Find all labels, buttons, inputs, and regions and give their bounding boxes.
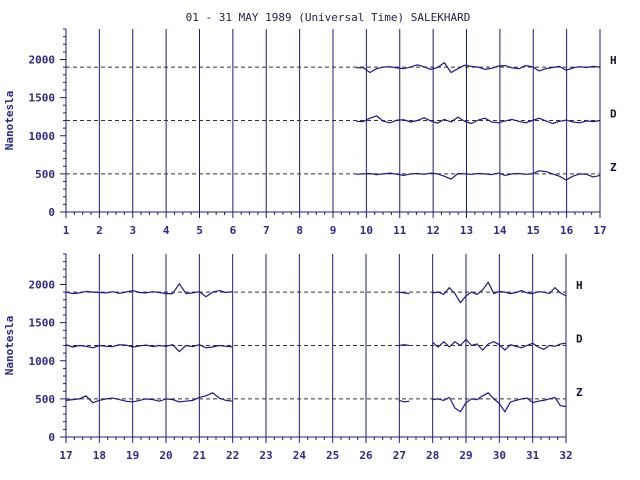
- trace-Z: [65, 392, 233, 404]
- x-tick-label: 8: [296, 224, 303, 237]
- y-tick-label: 1500: [29, 317, 56, 330]
- component-label-Z: Z: [610, 161, 617, 174]
- y-axis-label: Nanotesla: [3, 91, 16, 151]
- x-tick-label: 26: [359, 449, 373, 462]
- x-tick-label: 10: [360, 224, 373, 237]
- component-label-D: D: [610, 108, 617, 121]
- y-tick-label: 1000: [29, 130, 56, 143]
- x-tick-label: 3: [129, 224, 136, 237]
- x-tick-label: 12: [427, 224, 440, 237]
- x-tick-label: 1: [63, 224, 70, 237]
- y-tick-label: 500: [35, 393, 55, 406]
- x-tick-label: 25: [326, 449, 339, 462]
- x-tick-label: 32: [559, 449, 572, 462]
- x-tick-label: 31: [526, 449, 540, 462]
- x-tick-label: 11: [393, 224, 407, 237]
- x-tick-label: 29: [459, 449, 472, 462]
- trace-Z: [432, 392, 567, 413]
- x-tick-label: 6: [230, 224, 237, 237]
- x-tick-label: 17: [59, 449, 72, 462]
- trace-Z: [356, 170, 601, 181]
- component-label-H: H: [610, 54, 617, 67]
- y-axis-label: Nanotesla: [3, 316, 16, 376]
- x-tick-label: 19: [126, 449, 139, 462]
- x-tick-label: 22: [226, 449, 239, 462]
- y-tick-label: 0: [48, 431, 55, 444]
- y-tick-label: 2000: [29, 279, 56, 292]
- x-tick-label: 16: [560, 224, 574, 237]
- x-tick-label: 4: [163, 224, 170, 237]
- x-tick-label: 5: [196, 224, 203, 237]
- trace-D: [432, 338, 567, 351]
- x-tick-label: 14: [493, 224, 507, 237]
- panel-2: 17 18 19 20 21 22 23 24 25 26 27 28 29 30 31 32 0 500 1000…: [3, 253, 583, 462]
- x-tick-label: 30: [493, 449, 506, 462]
- trace-H: [432, 281, 567, 304]
- x-tick-label: 18: [93, 449, 106, 462]
- x-tick-label: 23: [259, 449, 272, 462]
- trace-H: [65, 283, 233, 298]
- trace-H: [399, 291, 410, 295]
- x-tick-label: 15: [527, 224, 540, 237]
- x-tick-label: 9: [330, 224, 337, 237]
- x-tick-label: 13: [460, 224, 473, 237]
- trace-D: [65, 344, 233, 353]
- component-label-Z: Z: [576, 386, 583, 399]
- y-tick-label: 1000: [29, 355, 56, 368]
- y-tick-label: 1500: [29, 92, 56, 105]
- chart-title: 01 - 31 MAY 1989 (Universal Time) SALEKH…: [186, 11, 471, 24]
- x-tick-label: 20: [159, 449, 172, 462]
- y-tick-label: 500: [35, 168, 55, 181]
- component-label-D: D: [576, 333, 583, 346]
- x-tick-label: 24: [293, 449, 307, 462]
- x-tick-label: 27: [393, 449, 406, 462]
- trace-D: [399, 344, 410, 347]
- x-tick-label: 2: [96, 224, 103, 237]
- x-tick-label: 28: [426, 449, 439, 462]
- x-tick-label: 17: [593, 224, 606, 237]
- trace-Z: [399, 399, 410, 403]
- component-label-H: H: [576, 279, 583, 292]
- x-tick-label: 21: [193, 449, 207, 462]
- x-tick-label: 7: [263, 224, 270, 237]
- chart-panels: 1 2 3 4 5 6 7 8 9 10 11 12 13 14 15 16 17050010001500200…: [3, 28, 617, 462]
- y-tick-label: 2000: [29, 54, 56, 67]
- panel-1: 1 2 3 4 5 6 7 8 9 10 11 12 13 14 15 16 17050010001500200…: [3, 28, 617, 237]
- trace-H: [356, 62, 601, 74]
- trace-D: [356, 115, 601, 125]
- y-tick-label: 0: [48, 206, 55, 219]
